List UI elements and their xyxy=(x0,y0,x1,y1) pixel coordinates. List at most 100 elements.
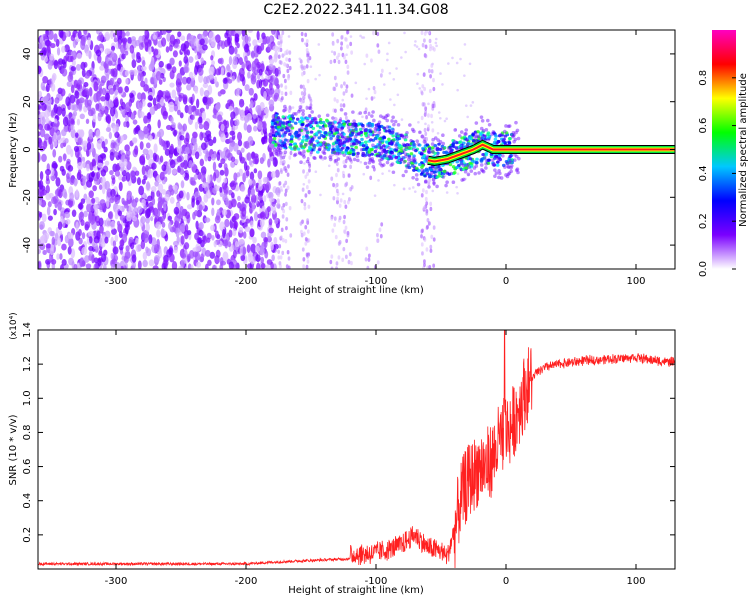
heatmap-cell xyxy=(169,57,175,66)
heatmap-cell xyxy=(432,181,436,185)
heatmap-cell xyxy=(211,207,215,217)
heatmap-cell xyxy=(262,120,267,130)
heatmap-cell xyxy=(241,207,247,217)
heatmap-cell xyxy=(299,116,304,120)
heatmap-cell xyxy=(109,101,115,108)
heatmap-cell xyxy=(417,169,421,173)
heatmap-cell xyxy=(335,151,340,155)
heatmap-cell xyxy=(321,158,325,161)
heatmap-cell xyxy=(330,216,334,221)
snr-x-ticks: -300 -200 -100 0 100 xyxy=(105,330,646,587)
heatmap-cell xyxy=(184,146,190,155)
heatmap-cell xyxy=(415,139,419,143)
heatmap-cell xyxy=(453,139,457,144)
heatmap-cell xyxy=(84,255,90,263)
heatmap-cell xyxy=(327,164,331,168)
heatmap-cell xyxy=(498,171,502,176)
heatmap-cell xyxy=(327,132,332,137)
heatmap-cell xyxy=(265,264,271,269)
heatmap-cell xyxy=(115,83,120,91)
heatmap-cell xyxy=(100,79,105,87)
heatmap-cell xyxy=(147,95,153,101)
heatmap-cell xyxy=(468,62,472,66)
heatmap-cell xyxy=(466,172,471,177)
heatmap-cell xyxy=(129,69,135,75)
heatmap-cell xyxy=(151,197,156,206)
heatmap-cell xyxy=(366,265,370,269)
heatmap-cell xyxy=(336,196,339,201)
heatmap-cell xyxy=(389,98,392,101)
heatmap-cell xyxy=(77,168,82,177)
heatmap-cell xyxy=(513,137,518,142)
heatmap-cell xyxy=(199,87,204,97)
heatmap-cell xyxy=(91,158,96,167)
heatmap-cell xyxy=(238,67,245,78)
heatmap-cell xyxy=(186,84,192,91)
heatmap-cell xyxy=(411,156,416,161)
heatmap-cell xyxy=(435,184,439,189)
heatmap-cell xyxy=(343,135,348,140)
heatmap-cell xyxy=(80,36,85,46)
heatmap-cell xyxy=(499,132,503,137)
heatmap-cell xyxy=(114,234,119,242)
heatmap-cell xyxy=(100,96,106,102)
heatmap-cell xyxy=(425,30,428,34)
heatmap-cell xyxy=(432,181,436,186)
heatmap-cell xyxy=(64,138,69,144)
heatmap-cell xyxy=(285,52,289,55)
heatmap-cell xyxy=(501,163,506,168)
heatmap-cell xyxy=(180,235,185,245)
heatmap-cell xyxy=(428,88,432,94)
heatmap-cell xyxy=(344,204,348,209)
heatmap-cell xyxy=(376,238,379,243)
heatmap-cell xyxy=(93,203,99,210)
y-tick-label: 1.0 xyxy=(22,390,33,406)
heatmap-cell xyxy=(216,101,221,112)
heatmap-cell xyxy=(498,157,503,162)
heatmap-cell xyxy=(412,168,416,172)
heatmap-cell xyxy=(170,116,174,124)
heatmap-cell xyxy=(413,190,417,193)
heatmap-cell xyxy=(420,30,424,36)
heatmap-cell xyxy=(309,120,313,124)
heatmap-cell xyxy=(451,144,456,149)
heatmap-cell xyxy=(319,133,324,138)
heatmap-cell xyxy=(166,63,172,70)
x-tick-label: -100 xyxy=(365,276,388,287)
heatmap-cell xyxy=(417,120,420,124)
heatmap-cell xyxy=(400,118,404,121)
heatmap-cell xyxy=(469,165,473,169)
heatmap-cell xyxy=(280,151,284,156)
heatmap-cell xyxy=(257,195,263,201)
heatmap-cell xyxy=(428,264,432,269)
heatmap-cell xyxy=(440,174,445,179)
heatmap-cell xyxy=(394,156,398,160)
y-tick-label: 0 xyxy=(22,146,33,152)
heatmap-cell xyxy=(57,201,62,211)
heatmap-cell xyxy=(517,156,521,161)
heatmap-cell xyxy=(45,258,51,265)
heatmap-cell xyxy=(463,132,467,136)
heatmap-cell xyxy=(109,151,115,162)
heatmap-cell xyxy=(104,160,110,166)
heatmap-cell xyxy=(145,142,151,149)
heatmap-cell xyxy=(245,60,252,70)
heatmap-cell xyxy=(315,124,320,128)
heatmap-cell xyxy=(260,211,266,220)
heatmap-cell xyxy=(192,131,198,139)
heatmap-cell xyxy=(423,127,427,133)
heatmap-cell xyxy=(337,132,341,137)
heatmap-cell xyxy=(301,187,305,192)
heatmap-cell xyxy=(284,201,288,207)
heatmap-cell xyxy=(62,188,67,198)
heatmap-cell xyxy=(78,237,83,245)
heatmap-cell xyxy=(368,158,373,162)
heatmap-cell xyxy=(506,124,511,129)
heatmap-cell xyxy=(274,149,278,153)
heatmap-cell xyxy=(126,214,132,222)
heatmap-cell xyxy=(113,37,118,43)
heatmap-cell xyxy=(433,136,438,140)
heatmap-cell xyxy=(344,158,348,164)
heatmap-cell xyxy=(100,105,106,111)
heatmap-cell xyxy=(395,143,399,147)
